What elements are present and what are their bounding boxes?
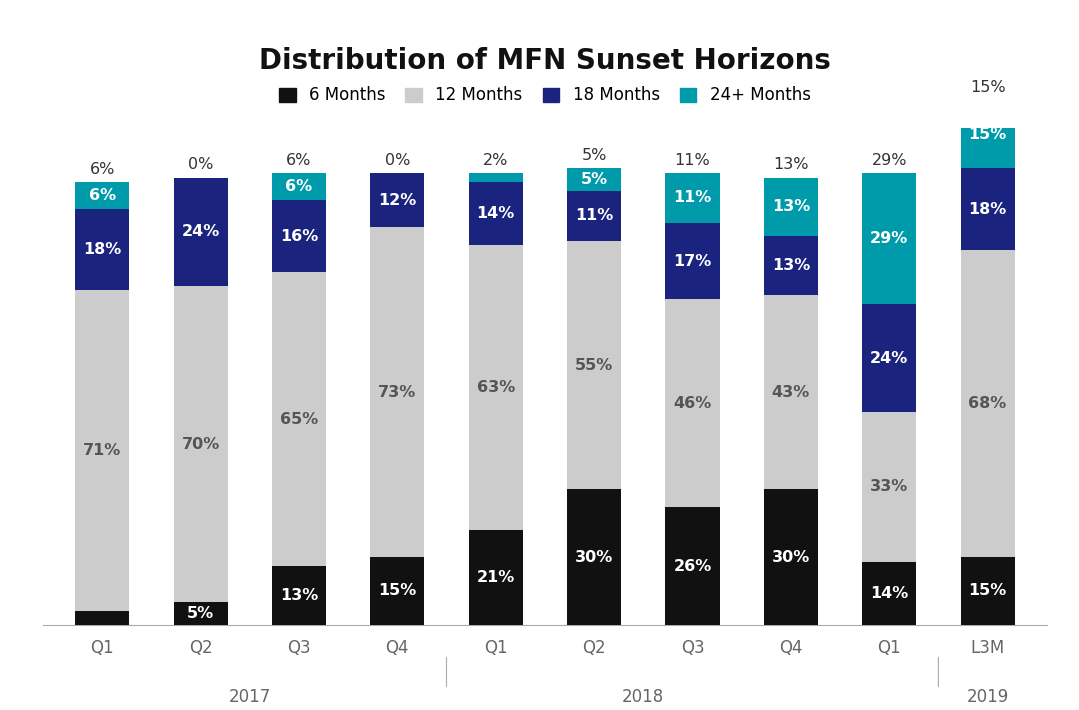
Bar [568, 191, 622, 241]
Bar [76, 209, 129, 290]
Text: 55%: 55% [575, 358, 613, 373]
Text: 5%: 5% [187, 606, 214, 621]
Bar [272, 273, 326, 566]
Text: 71%: 71% [83, 443, 121, 459]
Bar [666, 300, 720, 508]
Text: 15%: 15% [379, 584, 416, 599]
Text: 0%: 0% [384, 153, 410, 168]
Bar [174, 286, 228, 602]
Bar [960, 101, 1014, 168]
Bar [568, 489, 622, 625]
Bar [960, 168, 1014, 250]
Text: 5%: 5% [581, 173, 607, 187]
Text: 2017: 2017 [229, 688, 271, 706]
Text: 63%: 63% [477, 380, 515, 395]
Text: 46%: 46% [673, 396, 711, 411]
Text: 18%: 18% [969, 202, 1007, 217]
Text: 11%: 11% [673, 190, 711, 205]
Bar [764, 295, 818, 489]
Text: 29%: 29% [872, 153, 907, 168]
Bar [370, 227, 424, 557]
Bar [370, 557, 424, 625]
Text: 70%: 70% [181, 437, 220, 452]
Text: 68%: 68% [969, 396, 1007, 411]
Bar [862, 413, 916, 562]
Bar [76, 611, 129, 625]
Bar [666, 508, 720, 625]
Bar [468, 530, 522, 625]
Text: 2%: 2% [483, 153, 508, 168]
Bar [960, 557, 1014, 625]
Text: 65%: 65% [279, 412, 318, 427]
Text: 11%: 11% [674, 153, 710, 168]
Bar [568, 168, 622, 191]
Bar [862, 304, 916, 413]
Text: 33%: 33% [870, 479, 909, 494]
Bar [468, 173, 522, 182]
Text: 21%: 21% [477, 570, 515, 585]
Text: 11%: 11% [575, 209, 613, 224]
Text: 43%: 43% [771, 385, 810, 400]
Text: 30%: 30% [575, 550, 613, 564]
Text: 0%: 0% [188, 157, 214, 172]
Text: 14%: 14% [870, 586, 909, 601]
Text: 29%: 29% [870, 231, 909, 246]
Bar [862, 562, 916, 625]
Text: 15%: 15% [970, 80, 1006, 95]
Bar [76, 182, 129, 209]
Text: 17%: 17% [673, 253, 711, 268]
Bar [568, 241, 622, 489]
Bar [468, 182, 522, 245]
Text: 13%: 13% [771, 258, 810, 273]
Text: 2018: 2018 [623, 688, 665, 706]
Text: 24%: 24% [181, 224, 220, 239]
Text: 6%: 6% [286, 153, 312, 168]
Bar [666, 173, 720, 223]
Bar [272, 566, 326, 625]
Bar [272, 200, 326, 273]
Bar [468, 245, 522, 530]
Bar [862, 173, 916, 304]
Text: 14%: 14% [477, 206, 515, 221]
Bar [960, 250, 1014, 557]
Text: 2019: 2019 [967, 688, 1009, 706]
Bar [272, 173, 326, 200]
Legend: 6 Months, 12 Months, 18 Months, 24+ Months: 6 Months, 12 Months, 18 Months, 24+ Mont… [279, 87, 810, 104]
Text: 24%: 24% [870, 351, 909, 366]
Text: 13%: 13% [771, 200, 810, 214]
Text: 6%: 6% [90, 162, 114, 177]
Text: 12%: 12% [379, 192, 416, 207]
Text: 13%: 13% [279, 588, 318, 603]
Bar [666, 223, 720, 300]
Text: 73%: 73% [379, 385, 416, 400]
Bar [76, 290, 129, 611]
Text: 6%: 6% [285, 179, 313, 194]
Bar [370, 173, 424, 227]
Text: 16%: 16% [279, 229, 318, 244]
Text: 6%: 6% [88, 188, 115, 203]
Title: Distribution of MFN Sunset Horizons: Distribution of MFN Sunset Horizons [259, 48, 831, 75]
Text: 5%: 5% [582, 148, 606, 163]
Text: 15%: 15% [969, 127, 1007, 142]
Bar [764, 236, 818, 295]
Bar [764, 489, 818, 625]
Text: 30%: 30% [771, 550, 810, 564]
Bar [174, 178, 228, 286]
Text: 13%: 13% [773, 157, 808, 172]
Text: 15%: 15% [969, 584, 1007, 599]
Text: 26%: 26% [673, 559, 711, 574]
Text: 18%: 18% [83, 242, 121, 257]
Bar [174, 602, 228, 625]
Bar [764, 178, 818, 236]
